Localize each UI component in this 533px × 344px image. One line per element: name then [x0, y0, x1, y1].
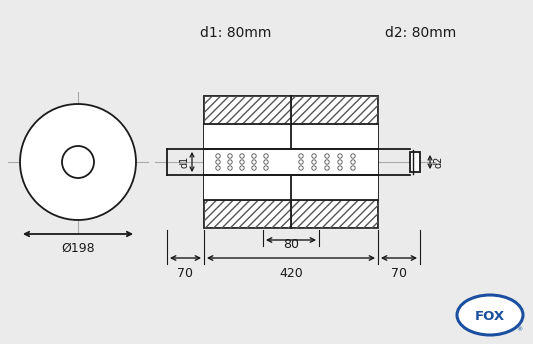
Text: 80: 80: [283, 238, 299, 251]
Circle shape: [62, 146, 94, 178]
Text: 420: 420: [279, 267, 303, 280]
Bar: [291, 200, 378, 228]
Text: Ø198: Ø198: [61, 242, 95, 255]
Bar: [204, 124, 378, 200]
Text: d2: d2: [433, 156, 443, 168]
Bar: [204, 149, 378, 175]
Bar: [291, 96, 378, 124]
Text: d2: 80mm: d2: 80mm: [385, 26, 456, 40]
Text: ®: ®: [516, 327, 522, 333]
Text: d1: 80mm: d1: 80mm: [200, 26, 271, 40]
Ellipse shape: [457, 295, 523, 335]
Bar: [410, 152, 420, 172]
Bar: [204, 200, 291, 228]
Circle shape: [20, 104, 136, 220]
Bar: [204, 96, 378, 228]
Text: FOX: FOX: [475, 310, 505, 323]
Text: 70: 70: [177, 267, 193, 280]
Text: d1: d1: [179, 156, 189, 168]
Bar: [204, 96, 291, 124]
Text: 70: 70: [391, 267, 407, 280]
